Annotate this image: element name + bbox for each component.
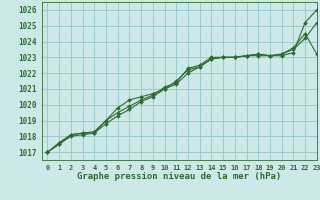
X-axis label: Graphe pression niveau de la mer (hPa): Graphe pression niveau de la mer (hPa) xyxy=(77,172,281,181)
